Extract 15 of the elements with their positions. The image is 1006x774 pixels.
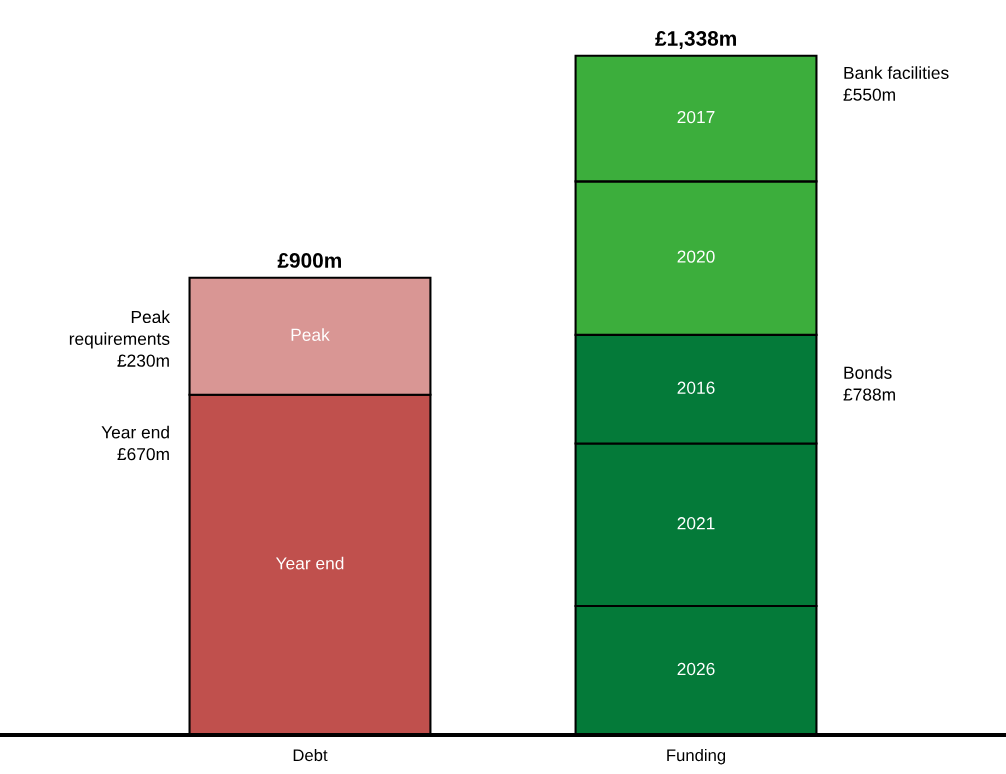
series-label: 2020 — [677, 250, 715, 263]
series-label: 2016 — [677, 381, 715, 394]
x-tick-label: Funding — [667, 748, 726, 765]
series-label: 2021 — [677, 517, 715, 530]
annotation: Year end £670m — [101, 425, 169, 461]
annotation: Peak requirements £230m — [69, 310, 171, 367]
series-label: Year end — [275, 556, 344, 570]
series-label: 2026 — [677, 662, 715, 676]
text: £1,338m — [655, 31, 736, 49]
series-label: 2017 — [677, 110, 715, 124]
series-label: Peak — [291, 328, 330, 341]
annotation: Bank facilities £550m — [843, 66, 949, 101]
annotation: Bonds £788m — [843, 366, 895, 401]
x-tick-label: Debt — [293, 748, 328, 762]
annotation: £900m — [277, 253, 341, 268]
